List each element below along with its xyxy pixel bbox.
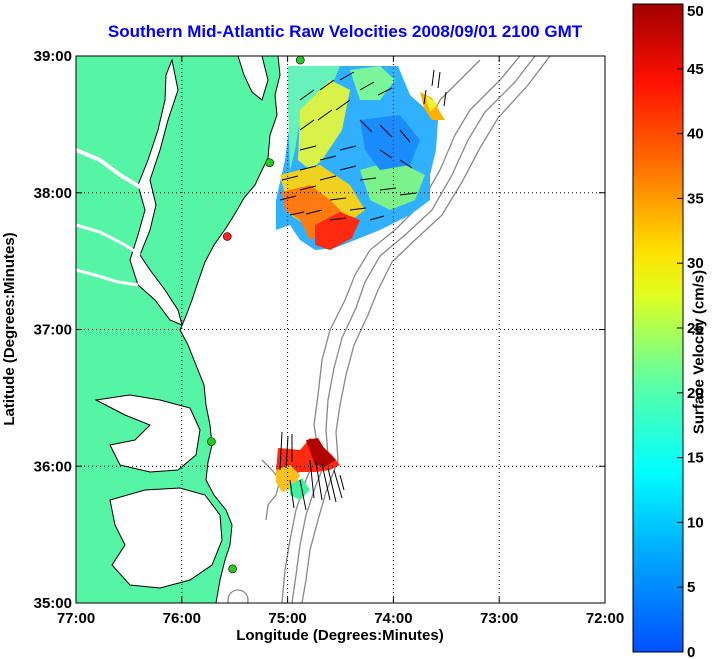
station-markers [207,56,305,574]
velocity-field-south [276,431,345,511]
colorbar-tick-label: 15 [687,450,704,467]
y-tick-label: 36:00 [34,458,72,475]
colorbar-ticks: 0 5 10 15 20 25 30 35 40 45 50 [677,3,704,659]
albemarle-sound [94,394,201,473]
colorbar-tick-label: 25 [687,320,704,337]
colorbar-tick-label: 35 [687,190,704,207]
colorbar-tick-label: 0 [687,644,695,659]
colorbar-tick-label: 20 [687,385,704,402]
delaware-bay [237,56,269,101]
station-marker [222,232,232,241]
y-axis-label: Latitude (Degrees:Minutes) [1,232,18,425]
station-marker [228,564,237,574]
x-axis: 77:00 76:00 75:00 74:00 73:00 72:00 [57,56,624,627]
x-tick-label: 74:00 [374,610,412,627]
station-marker [207,437,216,446]
colorbar-tick-label: 40 [687,126,704,143]
colorbar-label: Surface Velocity (cm/s) [690,269,708,435]
colorbar-tick-label: 30 [687,255,704,272]
station-marker [295,56,305,65]
y-tick-label: 38:00 [34,185,72,202]
colorbar [632,3,684,653]
y-tick-label: 35:00 [34,595,72,612]
colorbar-tick-label: 10 [687,514,704,531]
x-axis-label: Longitude (Degrees:Minutes) [236,627,444,644]
x-tick-label: 73:00 [480,610,518,627]
station-marker [265,158,274,167]
velocity-field-north [276,66,447,250]
x-tick-label: 72:00 [586,610,624,627]
colorbar-tick-label: 5 [687,579,695,596]
colorbar-tick-label: 45 [687,61,704,78]
pamlico-sound [109,487,223,589]
x-tick-label: 77:00 [57,610,95,627]
river-york [76,268,139,287]
map-grid [76,56,605,603]
x-tick-label: 76:00 [163,610,201,627]
map-title: Southern Mid-Atlantic Raw Velocities 200… [107,22,583,41]
y-tick-label: 39:00 [34,48,72,65]
colorbar-tick-label: 50 [687,3,704,20]
y-axis: 39:00 38:00 37:00 36:00 35:00 [34,48,605,612]
river-rappahannock [76,223,141,257]
x-tick-label: 75:00 [268,610,306,627]
river-potomac [76,148,147,192]
y-tick-label: 37:00 [34,322,72,339]
